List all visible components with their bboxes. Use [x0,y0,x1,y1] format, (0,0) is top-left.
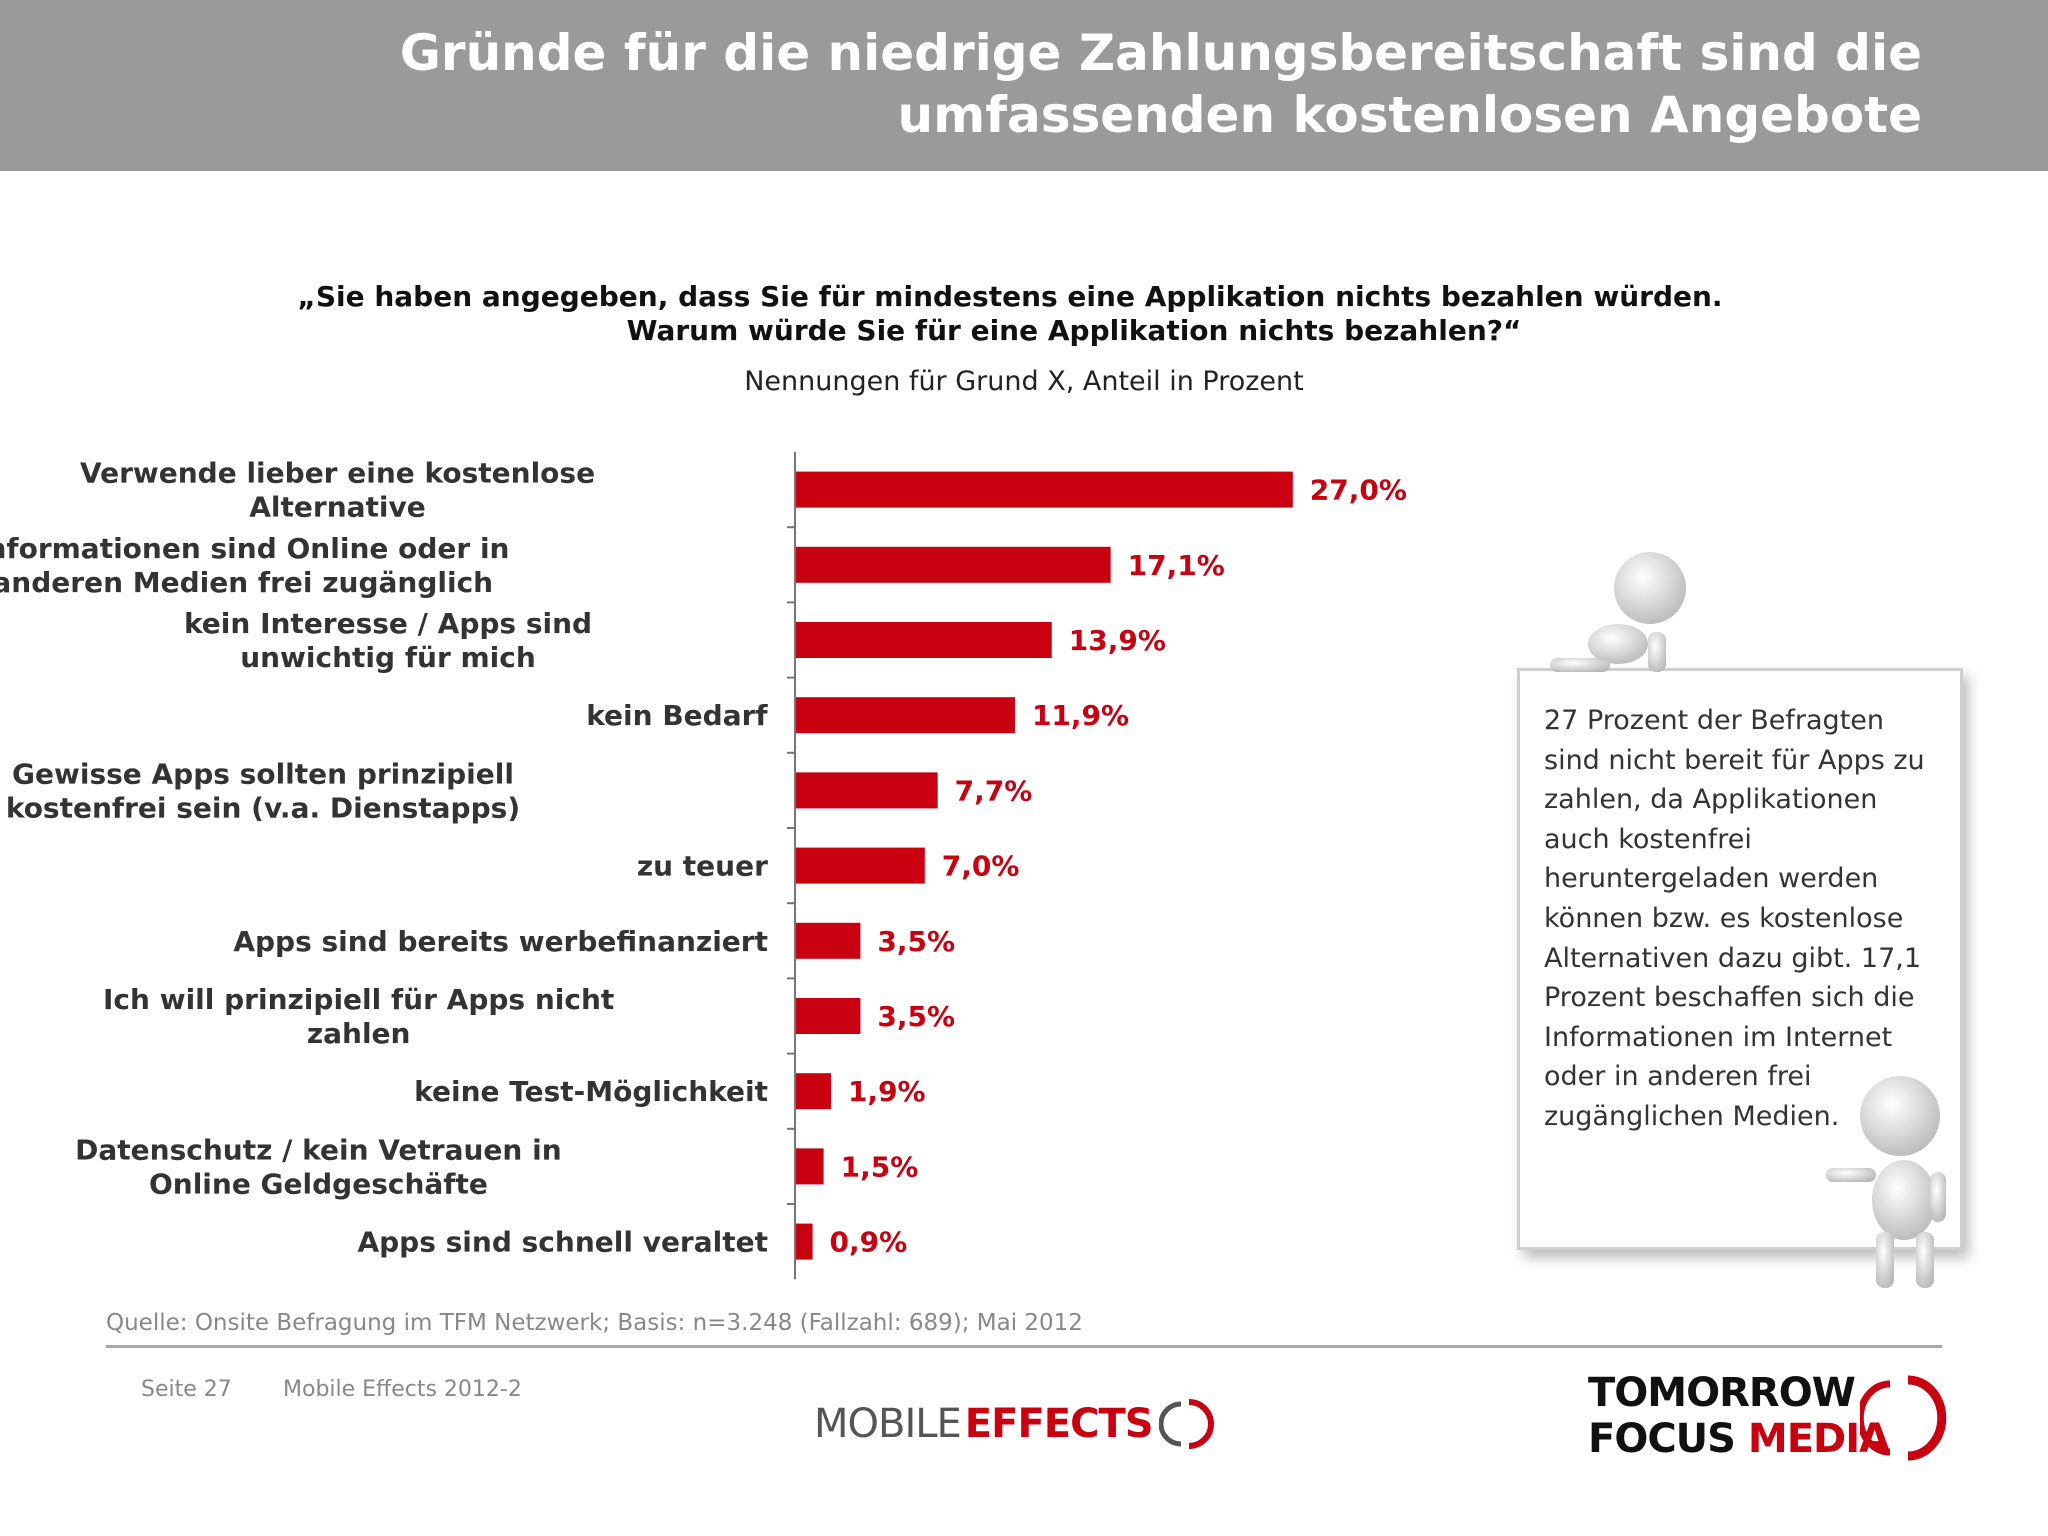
data-label-2: 13,9% [1069,624,1166,657]
bar-0 [796,471,1293,508]
category-label-4: Gewisse Apps sollten prinzipiell kostenfr… [6,757,520,824]
tfm-logo-mark-icon [1860,1375,1947,1461]
data-label-8: 1,9% [848,1075,926,1108]
mobile-effects-logo-mark-icon [1158,1399,1214,1449]
chart-subtitle: Nennungen für Grund X, Anteil in Prozent [744,366,1304,397]
bar-5 [796,847,925,884]
data-label-0: 27,0% [1310,474,1407,507]
data-label-7: 3,5% [877,1000,955,1033]
category-label-8: keine Test-Möglichkeit [414,1075,768,1108]
tfm-logo-tomorrow: TOMORROW [1588,1370,1856,1416]
chart-question: „Sie haben angegeben, dass Sie für minde… [160,280,1860,348]
bar-2 [796,622,1052,658]
mobile-effects-logo-mobile: MOBILE [814,1401,962,1447]
bar-chart: 27,0% Verwende lieber eine kostenlose Alte… [0,452,1407,1280]
category-label-6: Apps sind bereits werbefinanziert [233,925,768,958]
category-label-5: zu teuer [637,850,768,883]
tfm-logo-focus: FOCUS [1588,1416,1736,1462]
page-number: Seite 27 [141,1377,232,1402]
mobile-effects-logo: MOBILE EFFECTS [814,1396,1215,1452]
header-bar: Gründe für die niedrige Zahlungsbereitsc… [0,0,2048,171]
bar-8 [796,1073,831,1110]
chart-question-line-1: „Sie haben angegeben, dass Sie für minde… [297,280,1723,313]
bar-3 [796,697,1015,734]
document-name: Mobile Effects 2012-2 [283,1377,522,1402]
category-label-3: kein Bedarf [586,699,768,732]
page-title: Gründe für die niedrige Zahlungsbereitsc… [399,24,1922,144]
chart-question-line-2: Warum würde Sie für eine Applikation nic… [626,314,1522,347]
data-label-4: 7,7% [955,774,1033,807]
figure-top-icon [1550,552,1686,672]
category-label-0: Verwende lieber eine kostenlose Alternati… [80,457,595,524]
data-label-1: 17,1% [1128,549,1225,582]
data-label-5: 7,0% [942,850,1020,883]
data-label-9: 1,5% [841,1150,919,1183]
category-label-1: Informationen sind Online oder in anderen… [0,532,509,599]
bar-6 [796,922,861,959]
bar-7 [796,998,861,1034]
bar-1 [796,546,1111,583]
data-label-10: 0,9% [830,1226,908,1259]
note-text: 27 Prozent der Befragten sind nicht bere… [1544,705,1925,1132]
bar-10 [796,1223,813,1260]
source-note: Quelle: Onsite Befragung im TFM Netzwerk… [106,1310,1083,1336]
category-label-2: kein Interesse / Apps sind unwichtig für … [184,607,592,674]
figure-bottom-icon [1826,1076,1946,1288]
footer-divider [106,1345,1942,1348]
category-label-9: Datenschutz / kein Vetrauen in Online Gel… [75,1133,561,1200]
data-label-3: 11,9% [1032,699,1129,732]
category-label-10: Apps sind schnell veraltet [357,1226,768,1259]
data-label-6: 3,5% [877,925,955,958]
tomorrow-focus-media-logo: TOMORROW FOCUS MEDIA [1588,1370,1948,1470]
bar-9 [796,1148,824,1185]
tfm-logo-line-2: FOCUS MEDIA [1588,1416,1890,1462]
mobile-effects-logo-effects: EFFECTS [964,1401,1154,1447]
bar-4 [796,772,938,809]
category-label-7: Ich will prinzipiell für Apps nicht zahle… [103,983,614,1050]
